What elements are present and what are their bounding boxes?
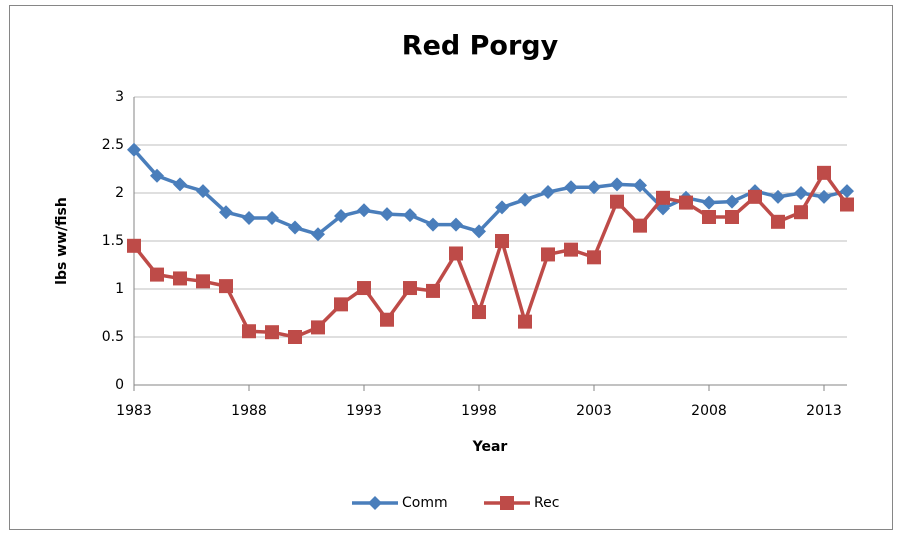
point (541, 185, 555, 200)
point (334, 297, 348, 312)
x-tick-label: 1988 (231, 403, 267, 419)
x-axis-label: Year (472, 439, 508, 455)
point (219, 279, 233, 294)
x-tick-label: 2013 (806, 403, 842, 419)
point (380, 312, 394, 327)
point (518, 192, 532, 207)
x-tick-label: 2003 (576, 403, 612, 419)
point (679, 195, 693, 210)
point (242, 210, 256, 225)
point (311, 227, 325, 242)
point (196, 274, 210, 289)
point (219, 205, 233, 220)
point (840, 184, 854, 199)
point (449, 217, 463, 232)
x-tick-label: 1998 (461, 403, 497, 419)
point (656, 190, 670, 205)
point (587, 180, 601, 195)
point (817, 189, 831, 204)
point (265, 325, 279, 340)
point (288, 220, 302, 235)
point (449, 246, 463, 261)
point (702, 210, 716, 224)
y-tick-label: 2 (115, 185, 124, 201)
point (334, 209, 348, 224)
point (127, 238, 141, 253)
point (472, 305, 486, 320)
legend-marker (368, 496, 382, 510)
point (357, 203, 371, 218)
point (633, 218, 647, 233)
chart-frame (9, 5, 893, 530)
point (242, 324, 256, 339)
point (587, 250, 601, 265)
point (840, 197, 854, 212)
point (725, 210, 739, 224)
legend-marker (500, 496, 514, 510)
point (794, 186, 808, 200)
point (426, 283, 440, 298)
legend-label: Rec (534, 495, 559, 511)
point (702, 195, 716, 210)
point (564, 180, 578, 195)
point (265, 210, 279, 225)
point (173, 177, 187, 192)
point (127, 142, 141, 157)
point (633, 178, 647, 193)
point (311, 320, 325, 335)
point (173, 271, 187, 286)
point (150, 267, 164, 282)
y-tick-label: 0 (115, 377, 124, 393)
point (196, 184, 210, 199)
point (518, 314, 532, 329)
legend-label: Comm (402, 495, 448, 511)
point (426, 217, 440, 232)
point (495, 200, 509, 215)
point (656, 201, 670, 216)
point (725, 194, 739, 209)
point (403, 281, 417, 296)
point (403, 208, 417, 223)
point (794, 205, 808, 220)
point (150, 168, 164, 183)
x-tick-label: 1983 (116, 403, 152, 419)
point (541, 247, 555, 262)
y-tick-label: 0.5 (102, 329, 124, 345)
point (357, 281, 371, 296)
y-tick-label: 3 (115, 89, 124, 105)
y-tick-label: 1 (115, 281, 124, 297)
point (495, 234, 509, 248)
point (288, 330, 302, 344)
point (472, 224, 486, 239)
y-axis-label: lbs ww/fish (54, 197, 70, 285)
point (610, 194, 624, 209)
x-tick-label: 2008 (691, 403, 727, 419)
point (610, 177, 624, 192)
y-tick-label: 1.5 (102, 233, 124, 249)
point (380, 207, 394, 222)
chart-title: Red Porgy (402, 31, 559, 62)
point (817, 165, 831, 180)
y-tick-label: 2.5 (102, 137, 124, 153)
point (564, 242, 578, 257)
point (748, 189, 762, 204)
x-tick-label: 1993 (346, 403, 382, 419)
point (771, 214, 785, 229)
point (771, 189, 785, 204)
